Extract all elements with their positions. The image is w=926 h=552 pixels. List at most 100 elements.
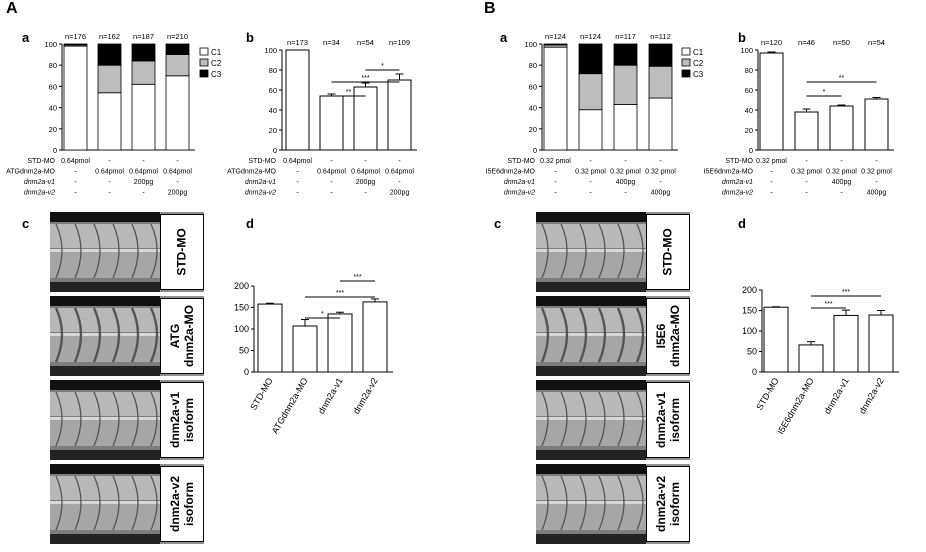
y-tick-label: 0 — [244, 367, 249, 377]
y-tick-label: 20 — [49, 125, 57, 134]
condition-label: dnm2a-v1 — [24, 179, 55, 186]
condition-label: STD-MO — [725, 158, 753, 165]
bar — [292, 325, 318, 373]
bar — [864, 98, 889, 151]
y-tick-label: 20 — [745, 126, 753, 135]
y-tick-label: 40 — [745, 106, 753, 115]
condition-label: STD-MO — [507, 158, 535, 165]
n-label: n=176 — [65, 32, 86, 41]
y-tick-label: 40 — [49, 104, 57, 113]
stacked-bar-segment — [578, 73, 603, 111]
y-tick-label: 100 — [264, 46, 277, 55]
x-tick-label: dnm2a-v1 — [316, 376, 345, 416]
n-label: n=210 — [167, 32, 188, 41]
condition-value: 200pg — [390, 190, 410, 197]
condition-label: ATGdnm2a-MO — [227, 169, 276, 176]
n-label: n=112 — [650, 32, 671, 41]
y-tick-label: 100 — [234, 324, 249, 334]
condition-value: - — [296, 179, 299, 186]
y-tick-label: 0 — [749, 146, 753, 155]
stacked-bar-segment — [613, 104, 638, 151]
stacked-bar-segment — [97, 64, 122, 94]
y-tick-label: 100 — [524, 40, 537, 49]
legend-label: C2 — [211, 59, 222, 68]
condition-value: - — [770, 179, 773, 186]
legend-swatch — [199, 69, 209, 78]
condition-value: 200pg — [168, 190, 188, 197]
image-label-box: ATG dnm2a-MO — [160, 298, 204, 374]
condition-label: ATGdnm2a-MO — [6, 169, 55, 176]
stacked-bar-segment — [63, 43, 88, 46]
condition-value: 0.32 pmol — [610, 169, 641, 176]
condition-value: - — [108, 179, 111, 186]
stacked-bar-segment — [97, 92, 122, 151]
significance-label: *** — [842, 289, 850, 296]
condition-value: 200pg — [356, 179, 376, 186]
stacked-bar-segment — [543, 46, 568, 151]
condition-value: - — [142, 190, 145, 197]
legend-swatch — [199, 58, 209, 67]
n-label: n=124 — [545, 32, 566, 41]
y-tick-label: 0 — [53, 146, 57, 155]
condition-value: - — [142, 158, 145, 165]
condition-value: - — [330, 158, 333, 165]
legend-swatch — [681, 47, 691, 56]
legend-swatch — [681, 58, 691, 67]
condition-value: 400pg — [616, 179, 636, 186]
condition-value: 0.64pmol — [317, 169, 346, 176]
significance-label: ** — [346, 89, 352, 96]
stacked-bar-segment — [63, 45, 88, 151]
condition-value: - — [296, 169, 299, 176]
y-tick-label: 0 — [273, 146, 277, 155]
embryo-image: dnm2a-v2 isoform — [50, 464, 204, 544]
stacked-bar-segment — [613, 64, 638, 105]
sublabel-A-c: c — [22, 216, 30, 231]
condition-label: dnm2a-v1 — [722, 179, 753, 186]
y-tick-label: 150 — [234, 303, 249, 313]
sublabel-A-d: d — [246, 216, 254, 231]
significance-label: *** — [824, 301, 832, 308]
condition-label: dnm2a-v2 — [504, 190, 535, 197]
n-label: n=117 — [615, 32, 636, 41]
image-label-box: I5E6 dnm2a-MO — [646, 298, 690, 374]
y-tick-label: 60 — [529, 82, 537, 91]
condition-value: - — [330, 179, 333, 186]
condition-value: - — [875, 158, 878, 165]
image-label-box: dnm2a-v2 isoform — [160, 466, 204, 542]
sublabel-A-b: b — [246, 30, 254, 45]
condition-value: - — [770, 190, 773, 197]
bar — [829, 105, 854, 151]
condition-label: dnm2a-v2 — [245, 190, 276, 197]
condition-value: 0.32 pmol — [826, 169, 857, 176]
sublabel-B-c: c — [494, 216, 502, 231]
legend-swatch — [199, 47, 209, 56]
y-tick-label: 200 — [234, 281, 249, 291]
condition-value: - — [805, 158, 808, 165]
bar — [763, 306, 789, 373]
stacked-bar-segment — [131, 83, 156, 151]
condition-value: - — [176, 179, 179, 186]
bar — [868, 314, 894, 373]
condition-value: 0.32 pmol — [756, 158, 787, 165]
x-tick-label: STD-MO — [248, 376, 274, 412]
condition-value: - — [108, 158, 111, 165]
bar — [285, 49, 310, 151]
bar — [257, 303, 283, 373]
legend-label: C1 — [693, 48, 704, 57]
condition-value: - — [624, 158, 627, 165]
significance-label: * — [381, 63, 384, 70]
stacked-bar-segment — [165, 75, 190, 151]
x-tick-label: dnm2a-v1 — [822, 376, 851, 416]
significance-label: * — [321, 311, 324, 318]
n-label: n=34 — [323, 38, 340, 47]
stacked-bar-segment — [131, 60, 156, 85]
condition-value: - — [624, 190, 627, 197]
significance-label: *** — [353, 274, 361, 281]
condition-value: - — [296, 190, 299, 197]
sublabel-B-a: a — [500, 30, 508, 45]
y-tick-label: 20 — [529, 125, 537, 134]
embryo-image: ATG dnm2a-MO — [50, 296, 204, 376]
bar — [362, 301, 388, 373]
condition-value: 0.32 pmol — [645, 169, 676, 176]
condition-value: 0.64pmol — [95, 169, 124, 176]
